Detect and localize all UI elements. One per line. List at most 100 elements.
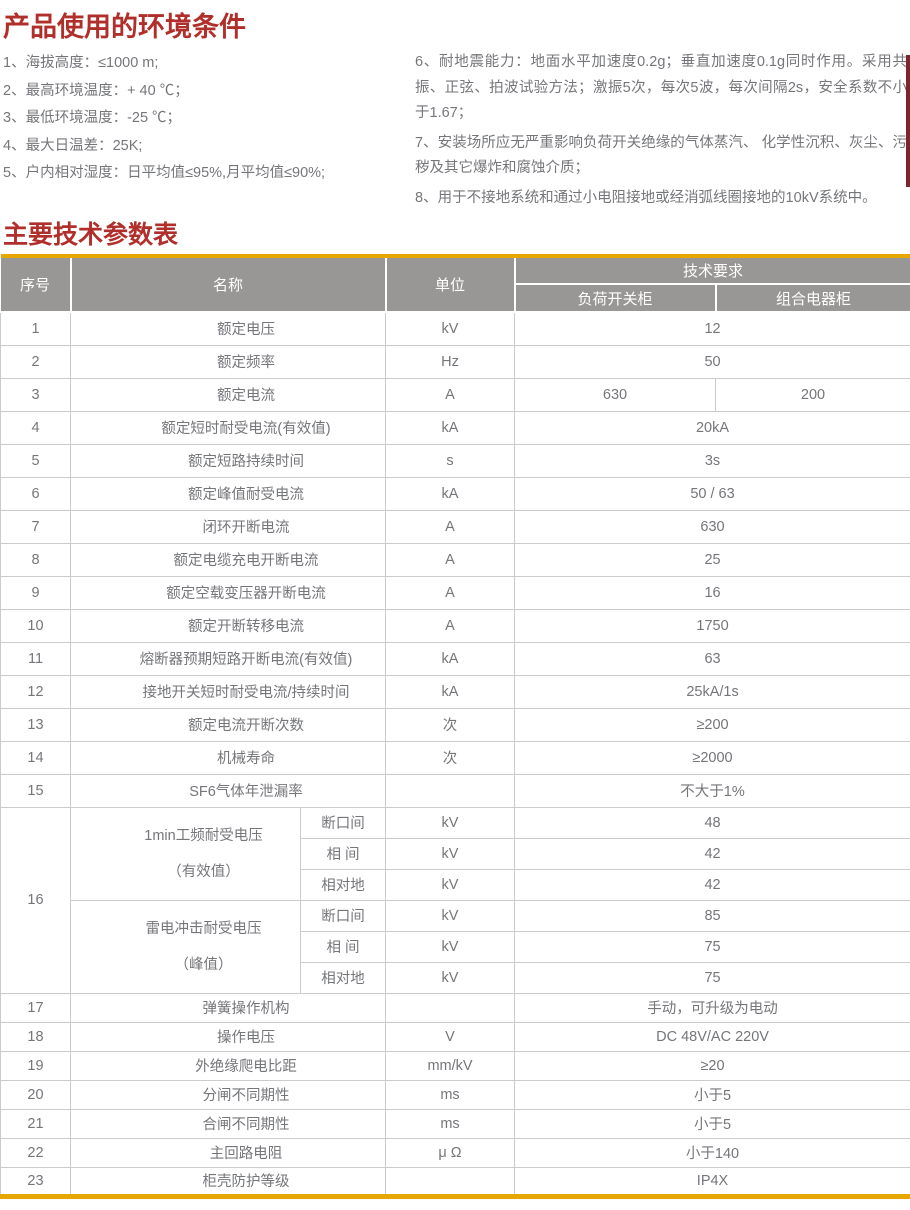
cell-no: 4 [1,411,71,444]
cell-no: 2 [1,345,71,378]
cell-name: 额定电流 [71,378,386,411]
cell-name: 额定开断转移电流 [71,609,386,642]
env-item: 3、最低环境温度：-25 ℃； [3,105,415,133]
header-cell-tech-req: 技术要求 [515,256,910,284]
cell-name: SF6气体年泄漏率 [71,774,386,807]
cell-unit: A [386,378,515,411]
cell-value: 3s [515,444,910,477]
cell-no: 19 [1,1051,71,1080]
cell-value: ≥200 [515,708,910,741]
cell-no: 21 [1,1109,71,1138]
cell-unit: A [386,543,515,576]
cell-value: 75 [515,931,910,962]
cell-no: 11 [1,642,71,675]
cell-no: 5 [1,444,71,477]
cell-no: 3 [1,378,71,411]
cell-no: 16 [1,807,71,993]
cell-unit: V [386,1022,515,1051]
cell-name: 机械寿命 [71,741,386,774]
cell-name: 额定短时耐受电流(有效值) [71,411,386,444]
cell-unit: mm/kV [386,1051,515,1080]
cell-value: 42 [515,869,910,900]
group-name-line1: 雷电冲击耐受电压 [107,918,300,940]
group-name-line2: （有效值） [107,861,300,883]
params-title: 主要技术参数表 [3,219,910,251]
cell-sub-label: 相 间 [301,931,386,962]
cell-unit [386,774,515,807]
cell-value: 48 [515,807,910,838]
cell-no: 12 [1,675,71,708]
cell-unit: kV [386,931,515,962]
cell-value: 50 [515,345,910,378]
cell-name: 额定短路持续时间 [71,444,386,477]
env-conditions-left: 1、海拔高度：≤1000 m;2、最高环境温度：+ 40 ℃；3、最低环境温度：… [3,48,415,215]
cell-no: 23 [1,1167,71,1196]
cell-unit: μ Ω [386,1138,515,1167]
cell-sub-label: 相对地 [301,869,386,900]
cell-value: 小于140 [515,1138,910,1167]
cell-unit: 次 [386,741,515,774]
header-cell-name: 名称 [71,256,386,312]
cell-value: IP4X [515,1167,910,1196]
cell-unit: kA [386,477,515,510]
env-item: 7、安装场所应无严重影响负荷开关绝缘的气体蒸汽、 化学性沉积、灰尘、污秽及其它爆… [415,131,907,182]
cell-unit: kA [386,411,515,444]
cell-sub-label: 断口间 [301,900,386,931]
cell-value: ≥2000 [515,741,910,774]
header-cell-unit: 单位 [386,256,515,312]
cell-no: 14 [1,741,71,774]
cell-group-name: 1min工频耐受电压（有效值） [71,807,301,900]
cell-unit: A [386,609,515,642]
cell-name: 弹簧操作机构 [71,993,386,1022]
cell-name: 额定电缆充电开断电流 [71,543,386,576]
env-title: 产品使用的环境条件 [3,10,910,44]
cell-value: 50 / 63 [515,477,910,510]
env-item: 5、户内相对湿度：日平均值≤95%,月平均值≤90%; [3,160,415,188]
cell-sub-label: 相对地 [301,962,386,993]
cell-sub-label: 相 间 [301,838,386,869]
cell-no: 22 [1,1138,71,1167]
cell-value: ≥20 [515,1051,910,1080]
cell-no: 10 [1,609,71,642]
cell-unit: 次 [386,708,515,741]
cell-name: 外绝缘爬电比距 [71,1051,386,1080]
cell-unit: A [386,576,515,609]
cell-unit: ms [386,1080,515,1109]
cell-unit: kV [386,900,515,931]
cell-name: 合闸不同期性 [71,1109,386,1138]
cell-name: 接地开关短时耐受电流/持续时间 [71,675,386,708]
cell-value: DC 48V/AC 220V [515,1022,910,1051]
cell-sub-label: 断口间 [301,807,386,838]
cell-unit: s [386,444,515,477]
cell-unit: kV [386,807,515,838]
cell-value: 630 [515,510,910,543]
cell-no: 20 [1,1080,71,1109]
params-table-header: 序号 名称 单位 技术要求 负荷开关柜 组合电器柜 [1,256,910,312]
cell-no: 6 [1,477,71,510]
cell-no: 13 [1,708,71,741]
cell-value-a: 630 [515,378,716,411]
env-item: 4、最大日温差：25K; [3,133,415,161]
cell-name: 额定电流开断次数 [71,708,386,741]
cell-no: 9 [1,576,71,609]
cell-value: 75 [515,962,910,993]
header-cell-combined-apparatus-cabinet: 组合电器柜 [716,284,910,312]
cell-name: 分闸不同期性 [71,1080,386,1109]
cell-name: 操作电压 [71,1022,386,1051]
cell-no: 8 [1,543,71,576]
cell-value: 85 [515,900,910,931]
right-edge-bar [906,55,910,187]
cell-unit: kV [386,838,515,869]
